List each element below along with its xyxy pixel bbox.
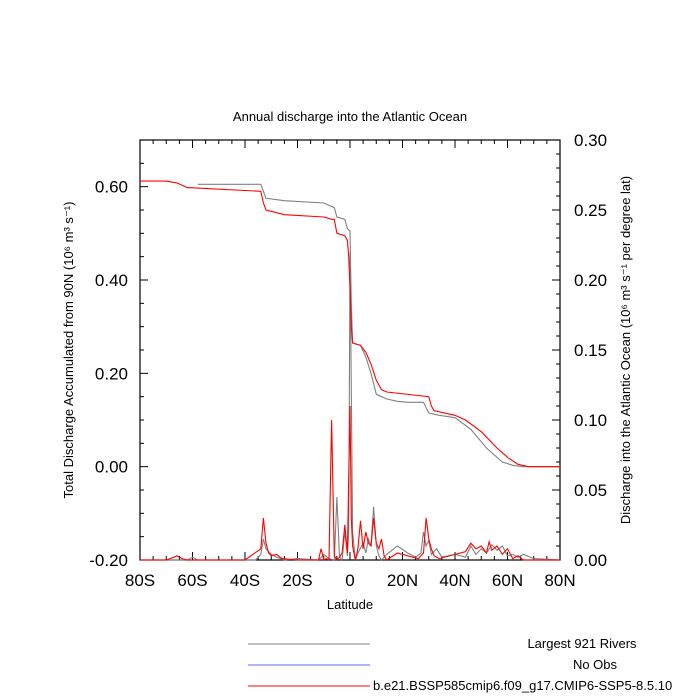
legend-label: b.e21.BSSP585cmip6.f09_g17.CMIP6-SSP5-8.… [373,678,672,693]
y-left-tick-label: 0.60 [95,178,128,197]
x-tick-label: 0 [345,571,354,590]
y-left-tick-label: -0.20 [89,551,128,570]
series-per-degree-b-e21-bssp585cmip6-f09-g17-cmi [140,405,560,561]
y-left-axis-label: Total Discharge Accumulated from 90N (10… [61,202,76,499]
series-lines [140,180,561,562]
y-right-tick-label: 0.00 [574,551,607,570]
x-tick-label: 80N [544,571,575,590]
chart-title: Annual discharge into the Atlantic Ocean [233,109,467,124]
series-accumulated-b-e21-bssp585cmip6-f09-g17-cmi [140,180,560,468]
y-right-axis-label: Discharge into the Atlantic Ocean (10⁶ m… [618,176,633,524]
x-tick-label: 60N [492,571,523,590]
legend-label: Largest 921 Rivers [527,636,637,651]
x-tick-label: 60S [177,571,207,590]
y-right-tick-label: 0.15 [574,341,607,360]
x-tick-label: 20S [282,571,312,590]
legend-label: No Obs [573,657,618,672]
series-per-degree-largest-921-rivers [153,251,561,562]
y-right-tick-label: 0.05 [574,481,607,500]
x-axis-ticks: 80S 60S 40S 20S 0 20N 40N 60N 80N [125,140,576,590]
x-axis-label: Latitude [327,597,373,612]
series-accumulated-largest-921-rivers [197,183,560,468]
legend: Largest 921 Rivers No Obs b.e21.BSSP585cmi… [248,636,672,693]
y-right-tick-label: 0.25 [574,201,607,220]
y-right-tick-label: 0.30 [574,131,607,150]
y-right-tick-label: 0.10 [574,411,607,430]
y-left-tick-label: 0.40 [95,271,128,290]
y-right-axis-ticks: 0.30 0.25 0.20 0.15 0.10 0.05 0.00 [552,131,607,570]
x-tick-label: 40N [439,571,470,590]
x-tick-label: 40S [230,571,260,590]
y-right-tick-label: 0.20 [574,271,607,290]
y-left-tick-label: 0.00 [95,458,128,477]
y-left-tick-label: 0.20 [95,364,128,383]
x-tick-label: 80S [125,571,155,590]
y-left-axis-ticks: 0.60 0.40 0.20 0.00 -0.20 [89,139,148,570]
x-tick-label: 20N [387,571,418,590]
